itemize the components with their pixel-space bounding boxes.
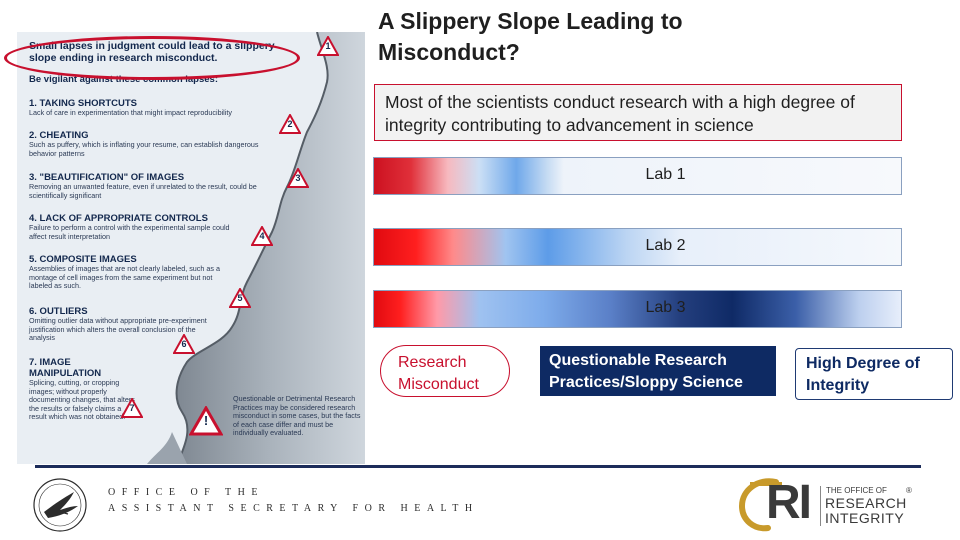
- cliff-illustration: [147, 32, 365, 464]
- infographic-note: Questionable or Detrimental Research Pra…: [233, 394, 361, 438]
- lab-1-bar: Lab 1: [373, 157, 902, 195]
- lapse-title: 3. "BEAUTIFICATION" OF IMAGES: [29, 172, 185, 183]
- sign-number: 1: [325, 41, 331, 51]
- lab-3-label: Lab 3: [645, 299, 686, 316]
- ori-name-line-3: INTEGRITY: [825, 510, 905, 526]
- lab-1-label: Lab 1: [645, 166, 686, 183]
- lapse-item-6: 6. OUTLIERS Omitting outlier data withou…: [29, 306, 214, 343]
- lapse-desc: Removing an unwanted feature, even if un…: [29, 182, 257, 200]
- integrity-statement-box: Most of the scientists conduct research …: [374, 84, 902, 141]
- warning-sign-2-icon: [279, 114, 301, 134]
- lapse-item-7: 7. IMAGE MANIPULATION Splicing, cutting,…: [29, 357, 135, 422]
- sign-number: 3: [295, 173, 301, 183]
- lapse-title: 6. OUTLIERS: [29, 306, 88, 317]
- high-integrity-legend-box: [795, 348, 953, 400]
- lapse-desc: Lack of care in experimentation that mig…: [29, 108, 232, 117]
- lapse-item-2: 2. CHEATING Such as puffery, which is in…: [29, 130, 279, 158]
- lapse-item-1: 1. TAKING SHORTCUTS Lack of care in expe…: [29, 98, 289, 118]
- lapse-desc: Omitting outlier data without appropriat…: [29, 316, 207, 343]
- ori-name-line-1: THE OFFICE OF: [826, 486, 887, 495]
- misconduct-legend-label: Research Misconduct: [398, 354, 479, 393]
- ori-logo: RI THE OFFICE OF RESEARCH INTEGRITY ®: [736, 476, 918, 532]
- footer-divider: [35, 465, 921, 468]
- sign-number: 2: [287, 119, 293, 129]
- lapse-item-4: 4. LACK OF APPROPRIATE CONTROLS Failure …: [29, 213, 244, 241]
- lapse-desc: Failure to perform a control with the ex…: [29, 223, 230, 241]
- lapse-desc: Splicing, cutting, or cropping images; w…: [29, 378, 135, 422]
- lapse-title: 1. TAKING SHORTCUTS: [29, 98, 138, 109]
- ori-ri-mark: RI: [766, 476, 812, 529]
- lapse-title: 4. LACK OF APPROPRIATE CONTROLS: [29, 213, 208, 224]
- qrp-legend-label: Questionable Research Practices/Sloppy S…: [549, 352, 743, 391]
- high-integrity-legend-label: High Degree of Integrity: [806, 355, 920, 394]
- lab-2-bar: Lab 2: [373, 228, 902, 266]
- warning-sign-4-icon: [251, 226, 273, 246]
- hhs-seal-logo: [33, 478, 87, 532]
- sign-number: 4: [259, 231, 265, 241]
- sign-number: 7: [129, 403, 135, 413]
- warning-sign-1-icon: [317, 36, 339, 56]
- lab-3-bar: Lab 3: [373, 290, 902, 328]
- lapse-title: 2. CHEATING: [29, 130, 89, 141]
- warning-sign-6-icon: [173, 334, 195, 354]
- oash-line-2: ASSISTANT SECRETARY FOR HEALTH: [108, 503, 479, 514]
- qrp-legend-box: [540, 346, 776, 396]
- warning-sign-3-icon: [287, 168, 309, 188]
- ori-name-divider: [820, 486, 917, 526]
- lab-2-label: Lab 2: [645, 237, 686, 254]
- warning-sign-7-icon: [121, 398, 143, 418]
- slippery-slope-infographic: Small lapses in judgment could lead to a…: [17, 32, 365, 464]
- lapse-item-3: 3. "BEAUTIFICATION" OF IMAGES Removing a…: [29, 172, 259, 200]
- oash-line-1: OFFICE OF THE: [108, 487, 264, 498]
- ori-name-line-2: RESEARCH: [825, 495, 907, 511]
- warning-exclamation-icon: [189, 406, 223, 436]
- lapse-title: 5. COMPOSITE IMAGES: [29, 254, 137, 265]
- ori-o-swoosh-icon: [738, 478, 782, 532]
- lapse-title: 7. IMAGE MANIPULATION: [29, 357, 102, 379]
- lapse-desc: Such as puffery, which is inflating your…: [29, 140, 259, 158]
- warning-exclamation-mark: !: [203, 413, 209, 428]
- slide-title: A Slippery Slope Leading to Misconduct?: [378, 8, 683, 65]
- highlight-oval: [4, 36, 300, 80]
- lapse-item-5: 5. COMPOSITE IMAGES Assemblies of images…: [29, 254, 234, 291]
- sign-number: 5: [237, 293, 243, 303]
- misconduct-legend-box: [380, 345, 510, 397]
- sign-number: 6: [181, 339, 187, 349]
- registered-mark: ®: [906, 486, 912, 495]
- warning-sign-5-icon: [229, 288, 251, 308]
- lapse-desc: Assemblies of images that are not clearl…: [29, 264, 220, 291]
